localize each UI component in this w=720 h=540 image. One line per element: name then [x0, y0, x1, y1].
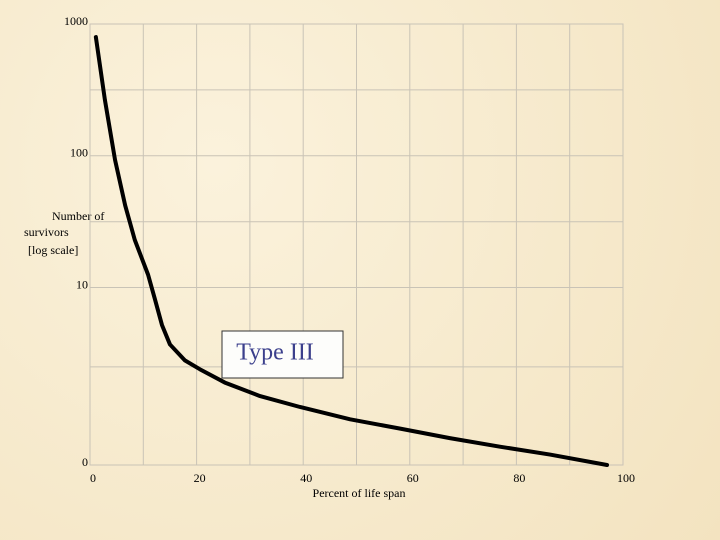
y-axis-label: Number of	[52, 209, 104, 223]
y-tick-label: 100	[70, 146, 88, 160]
annotation-box	[221, 330, 344, 379]
y-tick-label: 0	[82, 455, 88, 469]
y-axis-label: [log scale]	[28, 243, 78, 257]
x-tick-label: 80	[513, 471, 525, 485]
x-tick-label: 60	[407, 471, 419, 485]
y-tick-label: 10	[76, 277, 88, 291]
x-tick-label: 40	[300, 471, 312, 485]
plot-border	[89, 23, 624, 466]
survival-curve	[93, 35, 610, 467]
x-axis-label: Percent of life span	[313, 486, 406, 500]
x-tick-label: 100	[617, 471, 635, 485]
y-axis-label: survivors	[24, 225, 69, 239]
annotation: Type III	[236, 340, 314, 366]
y-tick-label: 1000	[64, 14, 88, 28]
x-tick-label: 20	[194, 471, 206, 485]
x-tick-label: 0	[90, 471, 96, 485]
